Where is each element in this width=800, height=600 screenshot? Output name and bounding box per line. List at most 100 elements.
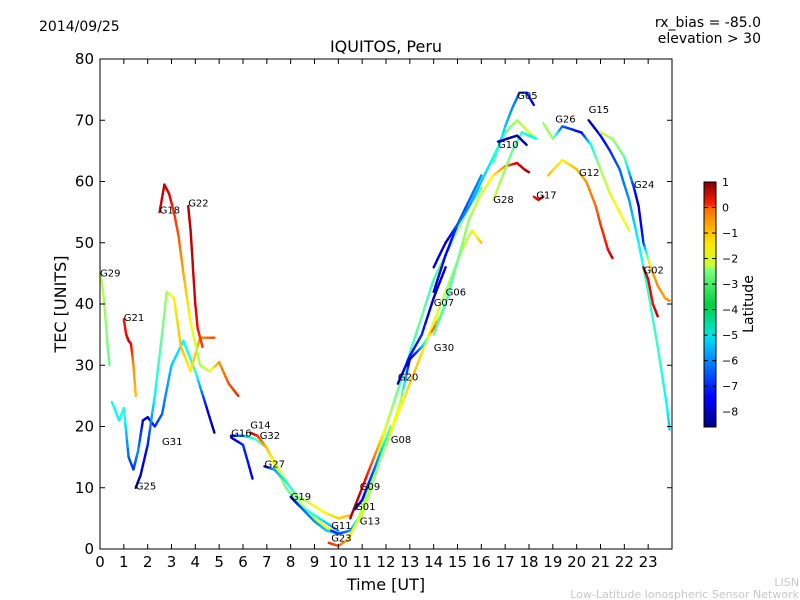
series-g25 [134, 290, 216, 489]
y-axis: 0 10 20 30 40 50 60 70 80 [75, 50, 672, 558]
series-segment [165, 380, 170, 391]
series-segment [175, 313, 179, 324]
series-segment [177, 329, 182, 340]
series-label-g02: G02 [643, 265, 663, 276]
series-label-g15: G15 [589, 105, 609, 116]
series-label-g20: G20 [398, 373, 418, 384]
plot-frame [99, 58, 673, 550]
series-segment [163, 388, 168, 400]
series-segment [159, 333, 164, 346]
series-label-g26: G26 [555, 115, 575, 126]
series-segment [450, 274, 455, 284]
series-label-g01: G01 [355, 502, 375, 513]
series-segment [176, 321, 180, 332]
series-g10 [496, 134, 528, 147]
series-segment [188, 313, 192, 324]
series-segment [160, 404, 165, 416]
x-tick-label: 1 [119, 553, 129, 571]
series-label-g31: G31 [162, 437, 182, 448]
series-segment [335, 528, 340, 532]
series-label-g11: G11 [331, 521, 351, 532]
series-segment [152, 394, 157, 406]
series-segment [146, 435, 151, 447]
series-g21 [122, 318, 138, 398]
x-tick-label: 20 [567, 553, 586, 571]
series-segment [235, 392, 240, 398]
series-segment [192, 335, 197, 345]
colorbar-tick-label: −2 [722, 253, 738, 266]
series-segment [527, 170, 531, 174]
y-tick-label: 70 [75, 111, 94, 129]
series-layer [100, 91, 671, 548]
series-segment [185, 296, 190, 308]
series-label-g27: G27 [265, 460, 285, 471]
x-tick-label: 0 [95, 553, 105, 571]
series-label-g13: G13 [360, 517, 380, 528]
x-tick-label: 5 [214, 553, 224, 571]
series-label-g17: G17 [536, 191, 556, 202]
series-g01 [353, 425, 392, 511]
series-segment [464, 224, 469, 234]
footer-network: Low-Latitude Ionospheric Sensor Network [570, 588, 799, 600]
series-segment [125, 439, 130, 451]
series-label-g28: G28 [493, 195, 513, 206]
series-g17 [532, 195, 545, 202]
series-label-g08: G08 [391, 435, 411, 446]
x-tick-label: 15 [448, 553, 467, 571]
series-segment [478, 186, 483, 192]
series-g12 [546, 158, 614, 260]
series-segment [659, 366, 664, 379]
series-segment [462, 231, 467, 241]
x-tick-label: 2 [143, 553, 153, 571]
series-segment [667, 299, 671, 303]
series-g05 [492, 91, 535, 165]
x-tick-label: 6 [238, 553, 248, 571]
series-label-g09: G09 [360, 482, 380, 493]
series-segment [478, 239, 483, 245]
series-segment [531, 101, 535, 107]
series-segment [123, 415, 127, 426]
series-segment [124, 423, 128, 434]
series-g29 [100, 272, 111, 367]
x-axis: 0 1 2 3 4 5 6 7 8 9 10 11 12 13 14 15 16 17 18 19 20 21 22 23 [95, 59, 658, 571]
series-segment [523, 141, 528, 147]
series-g18 [158, 183, 240, 398]
series-segment [189, 321, 194, 331]
series-segment [178, 337, 183, 349]
y-tick-label: 0 [84, 540, 94, 558]
series-segment [154, 374, 159, 387]
x-tick-label: 21 [591, 553, 610, 571]
series-g20 [396, 266, 447, 385]
series-segment [399, 393, 404, 404]
series-segment [173, 304, 178, 316]
series-segment [645, 282, 650, 293]
series-g02 [642, 266, 659, 318]
x-tick-label: 9 [310, 553, 320, 571]
series-segment [190, 328, 195, 338]
series-segment [651, 318, 656, 330]
series-segment [452, 267, 457, 277]
series-g06 [432, 119, 538, 269]
series-segment [157, 353, 161, 367]
series-segment [194, 342, 199, 353]
series-segment [211, 426, 216, 434]
series-segment [655, 313, 659, 318]
colorbar-tick-label: 0 [722, 202, 729, 215]
x-tick-label: 13 [400, 553, 419, 571]
series-segment [634, 227, 639, 237]
series-g32 [248, 431, 340, 532]
series-g22 [186, 204, 204, 349]
series-segment [662, 386, 667, 400]
series-segment [122, 406, 126, 418]
series-segment [661, 376, 666, 389]
series-segment [446, 288, 451, 299]
series-segment [183, 280, 188, 291]
series-label-g29: G29 [100, 268, 120, 279]
x-tick-label: 19 [543, 553, 562, 571]
series-segment [403, 372, 408, 382]
y-tick-label: 60 [75, 173, 94, 191]
series-segment [147, 427, 152, 438]
colorbar-tick-label: −3 [722, 278, 738, 291]
